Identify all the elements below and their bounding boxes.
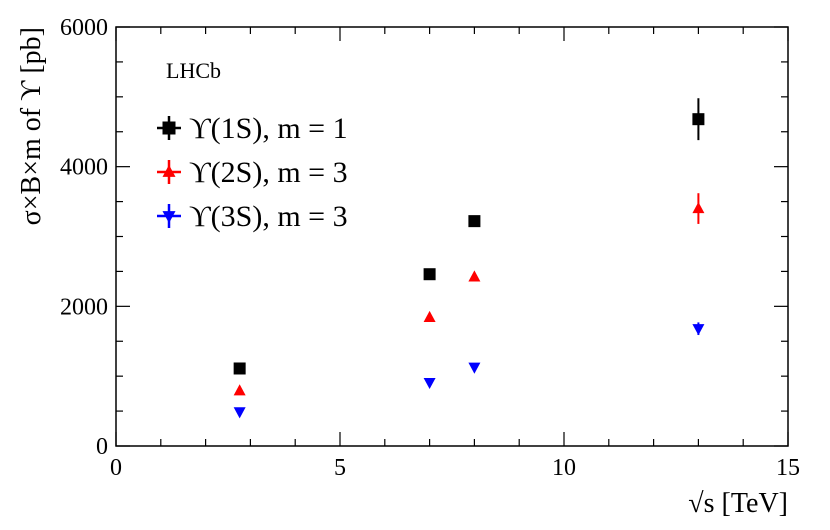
x-tick-label: 15 bbox=[776, 455, 800, 481]
y-axis-title: σ×B×m of ϒ [pb] bbox=[16, 27, 47, 225]
legend-entry: ϒ(3S), m = 3 bbox=[189, 200, 348, 233]
data-points bbox=[233, 98, 705, 419]
data-point bbox=[423, 310, 436, 323]
axis-ticks bbox=[115, 26, 789, 447]
data-point bbox=[233, 384, 246, 396]
legend: ϒ(1S), m = 1 ϒ(2S), m = 3 ϒ(3S), m = 3 bbox=[157, 112, 348, 233]
data-point bbox=[692, 113, 705, 126]
y-tick-label: 4000 bbox=[60, 155, 108, 181]
data-point bbox=[423, 377, 436, 390]
x-tick-label: 5 bbox=[334, 455, 346, 481]
data-point bbox=[233, 362, 246, 375]
x-tick-label: 10 bbox=[552, 455, 576, 481]
x-tick-label: 0 bbox=[110, 455, 122, 481]
data-point bbox=[468, 362, 481, 374]
data-point bbox=[468, 270, 481, 282]
legend-marker bbox=[162, 121, 176, 135]
data-point bbox=[692, 201, 705, 214]
data-point bbox=[468, 215, 481, 228]
y-tick-label: 2000 bbox=[60, 294, 108, 320]
legend-entry: ϒ(2S), m = 3 bbox=[189, 156, 348, 189]
legend-entry: ϒ(1S), m = 1 bbox=[189, 112, 348, 145]
data-point bbox=[692, 324, 705, 336]
x-axis-title: √s [TeV] bbox=[688, 488, 788, 519]
y-tick-label: 0 bbox=[96, 434, 108, 460]
axis-tick-labels: 0 5 10 15 0 2000 4000 6000 bbox=[60, 15, 800, 481]
legend-marker bbox=[162, 211, 176, 224]
experiment-label: LHCb bbox=[166, 58, 221, 83]
legend-marker bbox=[162, 164, 176, 177]
plot-frame bbox=[115, 26, 789, 447]
y-tick-label: 6000 bbox=[60, 15, 108, 41]
data-point bbox=[423, 268, 436, 281]
data-point bbox=[233, 407, 246, 419]
